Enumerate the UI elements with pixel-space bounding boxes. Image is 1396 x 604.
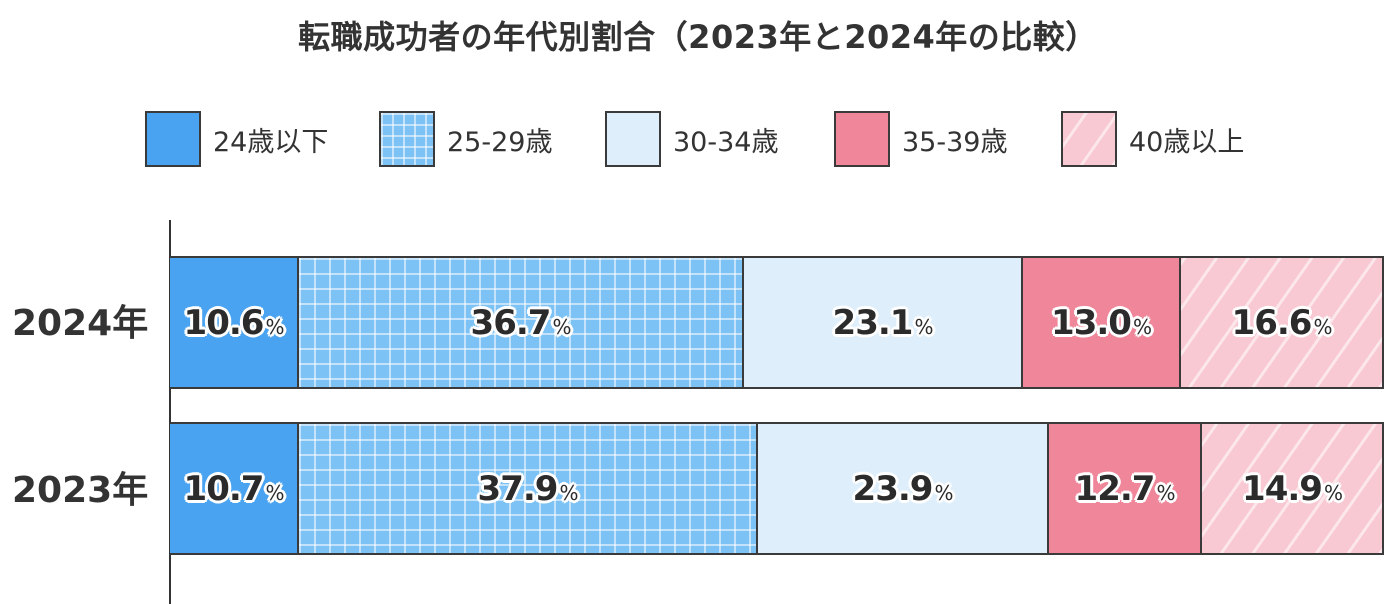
data-label: 37.9% — [477, 468, 579, 509]
bar-segment-under-24: 10.6% — [170, 258, 299, 387]
legend: 24歳以下 25-29歳 30-34歳 35-39歳 40歳以上 — [0, 109, 1396, 169]
data-label: 12.7% — [1074, 468, 1176, 509]
legend-item-25-29: 25-29歳 — [379, 109, 552, 169]
bar-segment-40-plus: 16.6% — [1181, 258, 1382, 387]
legend-swatch-under-24 — [145, 111, 201, 167]
bar-2023: 10.7% 37.9% 23.9% 12.7% 14.9% — [170, 422, 1384, 555]
data-label: 36.7% — [470, 302, 572, 343]
legend-label: 40歳以上 — [1129, 126, 1245, 158]
legend-label: 35-39歳 — [902, 126, 1008, 158]
legend-label: 30-34歳 — [673, 126, 779, 158]
legend-item-30-34: 30-34歳 — [605, 109, 778, 169]
bar-segment-30-34: 23.9% — [758, 424, 1049, 553]
bar-2024: 10.6% 36.7% 23.1% 13.0% 16.6% — [170, 256, 1384, 389]
legend-item-40-plus: 40歳以上 — [1061, 109, 1244, 169]
legend-label: 24歳以下 — [213, 126, 329, 158]
y-tick-2023: 2023年 — [12, 470, 149, 511]
bar-segment-25-29: 37.9% — [299, 424, 758, 553]
legend-label: 25-29歳 — [447, 126, 553, 158]
y-tick-2024: 2024年 — [12, 303, 149, 344]
legend-swatch-40-plus — [1061, 111, 1117, 167]
legend-swatch-25-29 — [379, 111, 435, 167]
legend-item-35-39: 35-39歳 — [834, 109, 1007, 169]
y-axis-line — [169, 220, 171, 604]
bar-segment-under-24: 10.7% — [170, 424, 299, 553]
bar-segment-40-plus: 14.9% — [1202, 424, 1382, 553]
legend-swatch-35-39 — [834, 111, 890, 167]
data-label: 14.9% — [1242, 468, 1343, 509]
data-label: 10.7% — [183, 468, 285, 509]
legend-item-under-24: 24歳以下 — [145, 109, 328, 169]
data-label: 23.1% — [832, 302, 934, 343]
data-label: 23.9% — [852, 468, 954, 509]
chart-title: 転職成功者の年代別割合（2023年と2024年の比較） — [298, 18, 1098, 56]
data-label: 10.6% — [183, 302, 285, 343]
data-label: 13.0% — [1051, 302, 1152, 343]
data-label: 16.6% — [1231, 302, 1333, 343]
bar-segment-25-29: 36.7% — [299, 258, 744, 387]
bar-segment-35-39: 12.7% — [1049, 424, 1202, 553]
legend-swatch-30-34 — [605, 111, 661, 167]
bar-segment-35-39: 13.0% — [1023, 258, 1181, 387]
bar-segment-30-34: 23.1% — [744, 258, 1023, 387]
